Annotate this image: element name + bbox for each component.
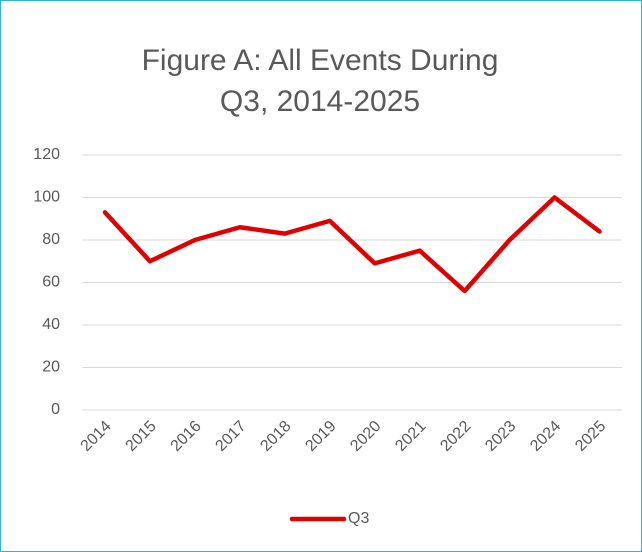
y-tick-label: 20 (42, 359, 60, 376)
y-tick-label: 120 (33, 146, 60, 163)
x-tick-label: 2021 (392, 418, 429, 455)
y-tick-label: 80 (42, 231, 60, 248)
x-tick-label: 2024 (527, 418, 564, 455)
x-tick-label: 2017 (212, 418, 249, 455)
x-tick-label: 2020 (347, 418, 384, 455)
legend-label: Q3 (348, 510, 369, 527)
x-tick-label: 2014 (78, 418, 115, 455)
x-tick-label: 2015 (123, 418, 160, 455)
x-tick-label: 2016 (168, 418, 205, 455)
x-tick-label: 2018 (257, 418, 294, 455)
y-tick-label: 40 (42, 316, 60, 333)
y-tick-label: 60 (42, 274, 60, 291)
x-tick-label: 2022 (437, 418, 474, 455)
x-tick-label: 2025 (572, 418, 609, 455)
data-line (102, 195, 602, 294)
x-tick-label: 2019 (302, 418, 339, 455)
x-tick-label: 2023 (482, 418, 519, 455)
y-tick-label: 100 (33, 189, 60, 206)
y-tick-label: 0 (51, 401, 60, 418)
chart-title: Figure A: All Events During Q3, 2014-202… (141, 44, 499, 118)
